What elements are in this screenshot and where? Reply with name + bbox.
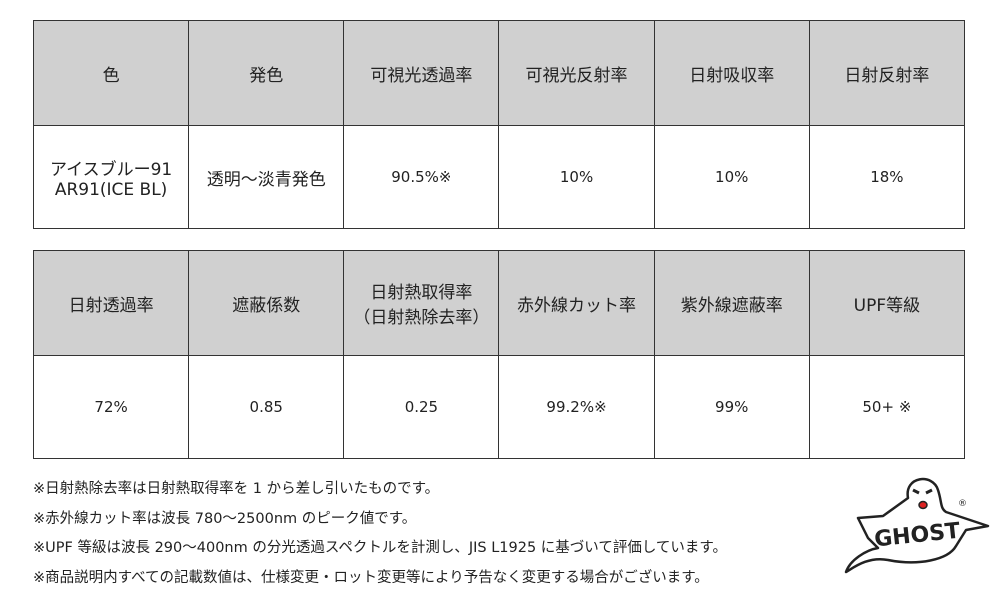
registered-mark: ® xyxy=(958,499,967,509)
cell-upf: 50+ ※ xyxy=(808,355,966,459)
ghost-tongue-icon xyxy=(918,500,928,510)
header-shading-coefficient: 遮蔽係数 xyxy=(188,250,345,356)
cell-solar-reflectance: 18% xyxy=(808,125,966,229)
header-upf: UPF等級 xyxy=(808,250,966,356)
table-row: アイスブルー91 AR91(ICE BL) 透明～淡青発色 90.5%※ 10%… xyxy=(32,125,966,229)
cell-solar-heat-gain: 0.25 xyxy=(343,355,500,459)
cell-visible-reflectance: 10% xyxy=(498,125,655,229)
cell-solar-transmittance: 72% xyxy=(32,355,190,459)
table-header-row: 日射透過率 遮蔽係数 日射熱取得率 （日射熱除去率） 赤外線カット率 紫外線遮蔽… xyxy=(32,250,966,356)
color-name: アイスブルー91 xyxy=(49,159,173,180)
footnote: ※赤外線カット率は波長 780～2500nm のピーク値です。 xyxy=(33,510,417,527)
header-solar-heat-gain: 日射熱取得率 （日射熱除去率） xyxy=(343,250,500,356)
footnote: ※商品説明内すべての記載数値は、仕様変更・ロット変更等により予告なく変更する場合… xyxy=(33,569,709,586)
table-header-row: 色 発色 可視光透過率 可視光反射率 日射吸収率 日射反射率 xyxy=(32,20,966,126)
optical-properties-table: 色 発色 可視光透過率 可視光反射率 日射吸収率 日射反射率 アイスブルー91 … xyxy=(32,20,966,229)
ghost-icon xyxy=(844,477,990,574)
header-solar-absorptance: 日射吸収率 xyxy=(653,20,810,126)
thermal-properties-table: 日射透過率 遮蔽係数 日射熱取得率 （日射熱除去率） 赤外線カット率 紫外線遮蔽… xyxy=(32,250,966,459)
ghost-eyes-icon xyxy=(912,488,933,495)
header-visible-transmittance: 可視光透過率 xyxy=(343,20,500,126)
header-visible-reflectance: 可視光反射率 xyxy=(498,20,655,126)
header-solar-heat-gain-line2: （日射熱除去率） xyxy=(353,308,490,328)
table-row: 72% 0.85 0.25 99.2%※ 99% 50+ ※ xyxy=(32,355,966,459)
footnote: ※日射熱除去率は日射熱取得率を 1 から差し引いたものです。 xyxy=(33,481,440,497)
footnote: ※UPF 等級は波長 290～400nm の分光透過スペクトルを計測し、JIS … xyxy=(33,540,727,557)
cell-hue: 透明～淡青発色 xyxy=(188,125,345,229)
header-ir-cut: 赤外線カット率 xyxy=(498,250,655,356)
header-hue: 発色 xyxy=(188,20,345,126)
ghost-logo: GHOST ® xyxy=(844,477,990,574)
color-code: AR91(ICE BL) xyxy=(54,179,168,200)
header-solar-heat-gain-line1: 日射熱取得率 xyxy=(370,283,473,303)
header-solar-transmittance: 日射透過率 xyxy=(32,250,190,356)
cell-color: アイスブルー91 AR91(ICE BL) xyxy=(32,125,190,229)
header-uv-shield: 紫外線遮蔽率 xyxy=(653,250,810,356)
cell-uv-shield: 99% xyxy=(653,355,810,459)
cell-shading-coefficient: 0.85 xyxy=(188,355,345,459)
cell-solar-absorptance: 10% xyxy=(653,125,810,229)
header-solar-reflectance: 日射反射率 xyxy=(808,20,966,126)
cell-ir-cut: 99.2%※ xyxy=(498,355,655,459)
header-color: 色 xyxy=(32,20,190,126)
footnotes: ※日射熱除去率は日射熱取得率を 1 から差し引いたものです。 ※赤外線カット率は… xyxy=(33,475,727,593)
cell-visible-transmittance: 90.5%※ xyxy=(343,125,500,229)
